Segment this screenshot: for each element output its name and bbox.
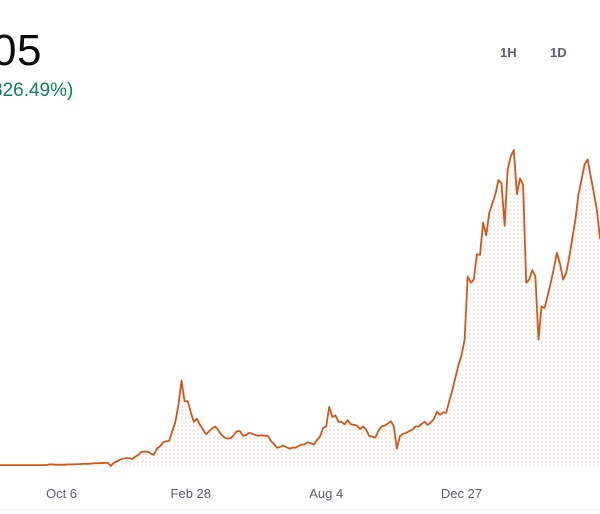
price-change-percent: 326.49%) <box>0 80 74 101</box>
x-tick-label: Oct 6 <box>46 486 77 501</box>
x-tick-label: Aug 4 <box>309 486 343 501</box>
range-button-1d[interactable]: 1D <box>550 45 567 60</box>
x-axis: Oct 6 Feb 28 Aug 4 Dec 27 <box>46 486 482 501</box>
x-tick-label: Dec 27 <box>441 486 482 501</box>
price-area-fill <box>0 150 600 466</box>
price-line <box>0 149 600 467</box>
current-price: 05 <box>0 26 42 75</box>
x-tick-label: Feb 28 <box>171 486 211 501</box>
range-button-1h[interactable]: 1H <box>500 45 517 60</box>
